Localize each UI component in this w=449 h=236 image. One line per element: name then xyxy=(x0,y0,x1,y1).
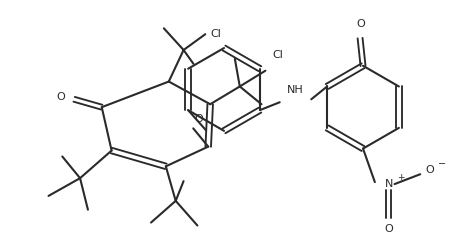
Text: O: O xyxy=(56,92,65,102)
Text: Cl: Cl xyxy=(272,50,283,60)
Text: O: O xyxy=(384,224,393,234)
Text: NH: NH xyxy=(287,85,304,95)
Text: O: O xyxy=(195,114,203,123)
Text: −: − xyxy=(438,159,446,169)
Text: N: N xyxy=(384,179,393,189)
Text: Cl: Cl xyxy=(211,29,221,39)
Text: +: + xyxy=(397,173,404,182)
Text: O: O xyxy=(357,19,365,29)
Text: O: O xyxy=(426,165,435,175)
